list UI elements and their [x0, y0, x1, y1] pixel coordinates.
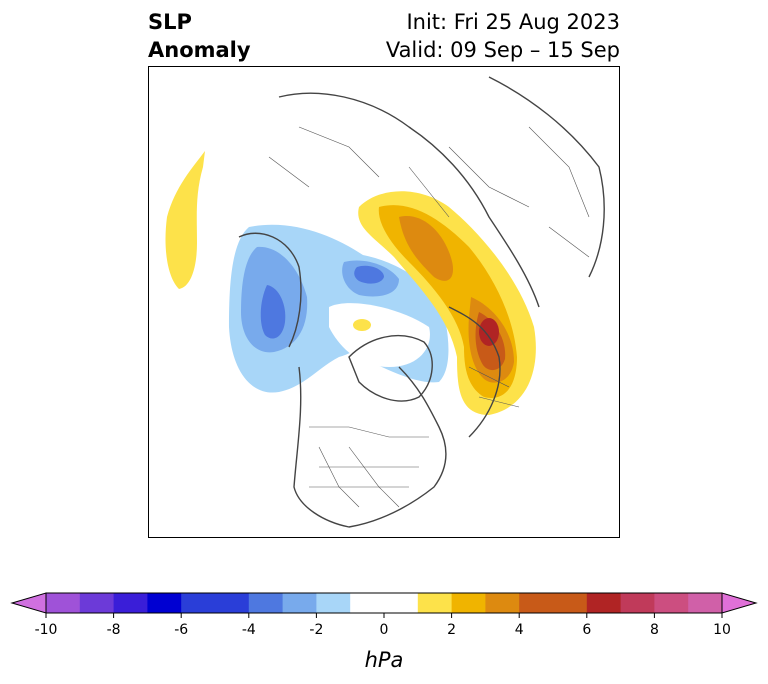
map-panel	[148, 66, 620, 538]
colorbar-cell	[79, 593, 115, 613]
colorbar: -10 -8 -6 -4 -2 0 2 4 6 8 10 hPa	[0, 585, 768, 675]
colorbar-cell	[417, 593, 453, 613]
anomaly-north-pacific-high	[165, 151, 205, 289]
anomaly-map	[165, 76, 605, 528]
colorbar-cell	[553, 593, 588, 613]
colorbar-tick-label: 4	[515, 622, 524, 638]
colorbar-cell	[654, 593, 689, 613]
anomaly-alaska-low-core	[260, 285, 286, 339]
colorbar-tick-label: -8	[107, 622, 121, 638]
anomaly-eurasia-high-inner	[399, 216, 454, 281]
anomaly-russia-high-core	[479, 318, 499, 346]
valid-dates: Valid: 09 Sep – 15 Sep	[385, 38, 620, 62]
colorbar-tick-label: 2	[447, 622, 456, 638]
colorbar-unit-label: hPa	[365, 648, 404, 672]
colorbar-cell	[316, 593, 351, 613]
colorbar-cell	[46, 593, 81, 613]
anomaly-arctic-low-core	[354, 265, 384, 284]
colorbar-cell	[215, 593, 250, 613]
colorbar-cell	[282, 593, 317, 613]
colorbar-tick-label: 0	[380, 622, 389, 638]
colorbar-tick-label: -6	[174, 622, 188, 638]
colorbar-tick-label: 8	[650, 622, 659, 638]
anomaly-polar-neutral	[329, 303, 430, 367]
colorbar-tick-label: 6	[582, 622, 591, 638]
colorbar-cell	[384, 593, 419, 613]
colorbar-tick-label: 10	[713, 622, 731, 638]
title-line-1: SLP	[148, 10, 192, 34]
init-date: Init: Fri 25 Aug 2023	[406, 10, 620, 34]
colorbar-cell	[688, 593, 723, 613]
colorbar-extend-high	[721, 592, 758, 614]
colorbar-cell	[451, 593, 486, 613]
colorbar-tick-label: -10	[35, 622, 58, 638]
colorbar-cell	[620, 593, 655, 613]
anomaly-polar-small-high	[353, 319, 371, 331]
forecast-dates: Init: Fri 25 Aug 2023 Valid: 09 Sep – 15…	[386, 8, 620, 64]
colorbar-cell	[248, 593, 284, 613]
colorbar-tick-label: -2	[309, 622, 323, 638]
colorbar-cell	[586, 593, 622, 613]
title-line-2: Anomaly	[148, 38, 251, 62]
colorbar-cell	[113, 593, 148, 613]
colorbar-cell	[147, 593, 182, 613]
colorbar-svg: -10 -8 -6 -4 -2 0 2 4 6 8 10 hPa	[10, 592, 758, 672]
colorbar-tick-label: -4	[242, 622, 256, 638]
political-borders	[268, 126, 590, 508]
colorbar-cell	[519, 593, 554, 613]
map-title: SLP Anomaly	[148, 8, 251, 64]
colorbar-cell	[485, 593, 520, 613]
colorbar-cell	[181, 593, 216, 613]
colorbar-cell	[350, 593, 385, 613]
coastlines	[238, 76, 605, 528]
colorbar-extend-low	[10, 592, 47, 614]
